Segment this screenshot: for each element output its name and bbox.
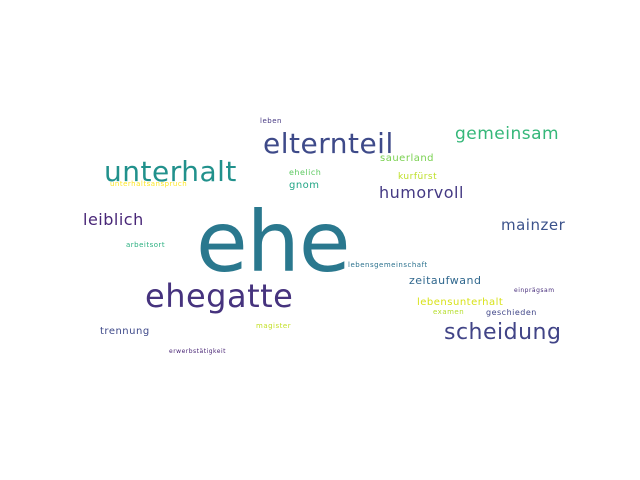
word-ehelich: ehelich [289, 168, 322, 177]
word-sauerland: sauerland [380, 153, 435, 164]
word-ehe: ehe [196, 193, 351, 291]
word-leben: leben [260, 117, 282, 125]
word-lebensgemeinschaft: lebensgemeinschaft [348, 261, 428, 269]
word-trennung: trennung [100, 326, 150, 337]
word-humorvoll: humorvoll [379, 183, 464, 202]
word-examen: examen [433, 308, 465, 316]
word-arbeitsort: arbeitsort [126, 241, 166, 249]
word-ehegatte: ehegatte [145, 277, 294, 315]
word-lebensunterhalt: lebensunterhalt [417, 297, 504, 308]
word-unterhalt: unterhalt [104, 155, 237, 188]
word-magister: magister [256, 322, 292, 330]
word-geschieden: geschieden [486, 308, 537, 317]
word-erwerbstatigkeit: erwerbstätigkeit [169, 348, 226, 355]
word-kurfurst: kurfürst [398, 172, 438, 182]
word-gemeinsam: gemeinsam [455, 124, 560, 144]
word-zeitaufwand: zeitaufwand [409, 274, 482, 287]
word-mainzer: mainzer [501, 216, 566, 234]
word-elternteil: elternteil [263, 127, 394, 160]
word-unterhaltsanspruch: unterhaltsanspruch [110, 180, 188, 188]
word-leiblich: leiblich [83, 210, 144, 229]
word-gnom: gnom [289, 180, 320, 191]
word-einpragsam: einprägsam [514, 287, 555, 294]
word-scheidung: scheidung [444, 320, 562, 345]
